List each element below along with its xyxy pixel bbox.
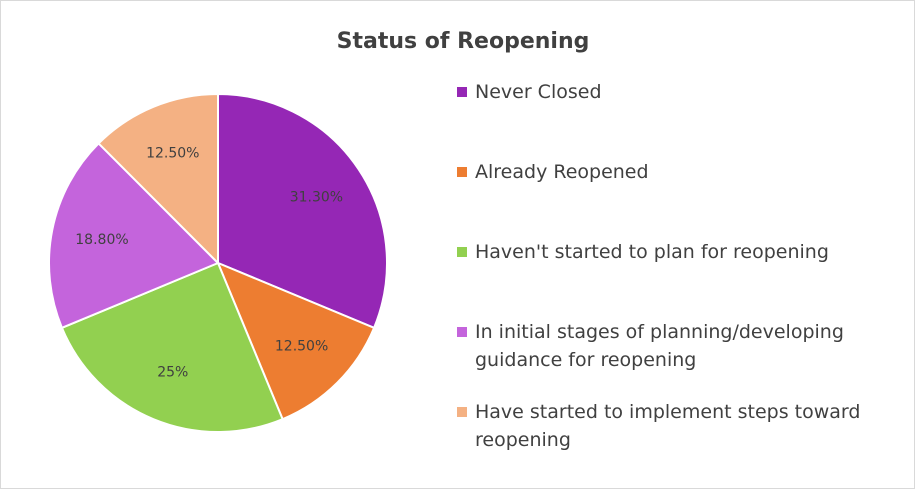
pie-slice bbox=[97, 92, 219, 266]
data-label: 25% bbox=[157, 364, 188, 380]
data-label: 12.50% bbox=[146, 146, 199, 162]
pie-slice bbox=[48, 141, 220, 330]
legend-swatch bbox=[457, 167, 467, 177]
pie-slice bbox=[216, 261, 376, 421]
data-label: 18.80% bbox=[75, 232, 128, 248]
legend-swatch bbox=[457, 247, 467, 257]
legend-swatch bbox=[457, 87, 467, 97]
legend-item: In initial stages of planning/developing… bbox=[457, 318, 885, 374]
legend-label: Never Closed bbox=[475, 81, 602, 103]
data-label: 12.50% bbox=[275, 339, 328, 355]
legend-item: Haven't started to plan for reopening bbox=[457, 238, 885, 266]
data-label: 31.30% bbox=[290, 189, 343, 205]
legend-label: Haven't started to plan for reopening bbox=[475, 241, 829, 263]
legend-swatch bbox=[457, 407, 467, 417]
chart-title: Status of Reopening bbox=[337, 29, 590, 54]
legend-swatch bbox=[457, 327, 467, 337]
legend-label: In initial stages of planning/developing… bbox=[475, 321, 844, 371]
pie-slice bbox=[217, 92, 388, 330]
legend-item: Have started to implement steps toward r… bbox=[457, 398, 885, 454]
legend-item: Already Reopened bbox=[457, 158, 885, 186]
legend-label: Have started to implement steps toward r… bbox=[475, 401, 861, 451]
legend-item: Never Closed bbox=[457, 78, 885, 106]
legend-label: Already Reopened bbox=[475, 161, 649, 183]
